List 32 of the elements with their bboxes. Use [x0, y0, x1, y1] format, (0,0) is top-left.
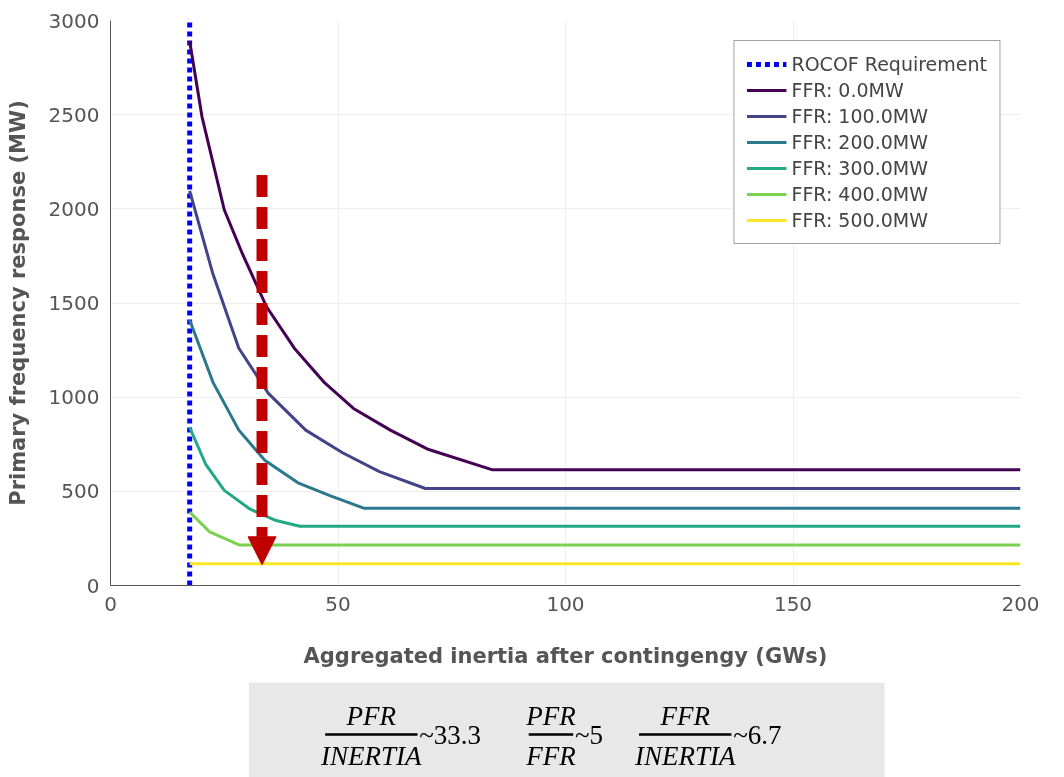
text: ~5	[574, 719, 604, 750]
text: INERTIA	[633, 740, 736, 771]
y-axis-title: Primary frequency response (MW)	[5, 100, 30, 506]
x-tick-label: 0	[104, 591, 117, 616]
legend-label: FFR: 0.0MW	[791, 79, 904, 101]
x-tick-label: 200	[1001, 591, 1040, 616]
line-series	[188, 189, 1021, 491]
x-tick-label: 50	[325, 591, 351, 616]
line-series	[188, 425, 1021, 528]
y-tick-label: 2000	[48, 196, 100, 221]
text: FFR	[659, 700, 711, 731]
legend-label: FFR: 500.0MW	[791, 209, 928, 231]
legend-label: FFR: 200.0MW	[791, 131, 928, 153]
legend-label: FFR: 400.0MW	[791, 183, 928, 205]
y-tick-label: 1500	[48, 291, 100, 315]
text: PFR	[525, 700, 577, 731]
line-series	[188, 39, 1021, 472]
y-tick-label: 2500	[48, 102, 100, 127]
legend-label: FFR: 300.0MW	[791, 157, 928, 179]
text: PFR	[345, 700, 397, 731]
x-tick-label: 150	[773, 591, 813, 616]
y-tick-label: 500	[61, 479, 100, 504]
x-axis-title: Aggregated inertia after contingengy (GWs)	[303, 643, 828, 668]
y-tick-label: 1000	[48, 385, 100, 410]
text: ~6.7	[733, 719, 782, 750]
y-tick-label: 3000	[48, 8, 100, 33]
x-tick-label: 100	[546, 591, 585, 616]
legend-label: ROCOF Requirement	[791, 53, 987, 75]
line-series	[188, 318, 1021, 510]
legend-label: FFR: 100.0MW	[791, 105, 928, 127]
y-tick-label: 0	[86, 573, 100, 598]
text: FFR	[525, 740, 577, 771]
